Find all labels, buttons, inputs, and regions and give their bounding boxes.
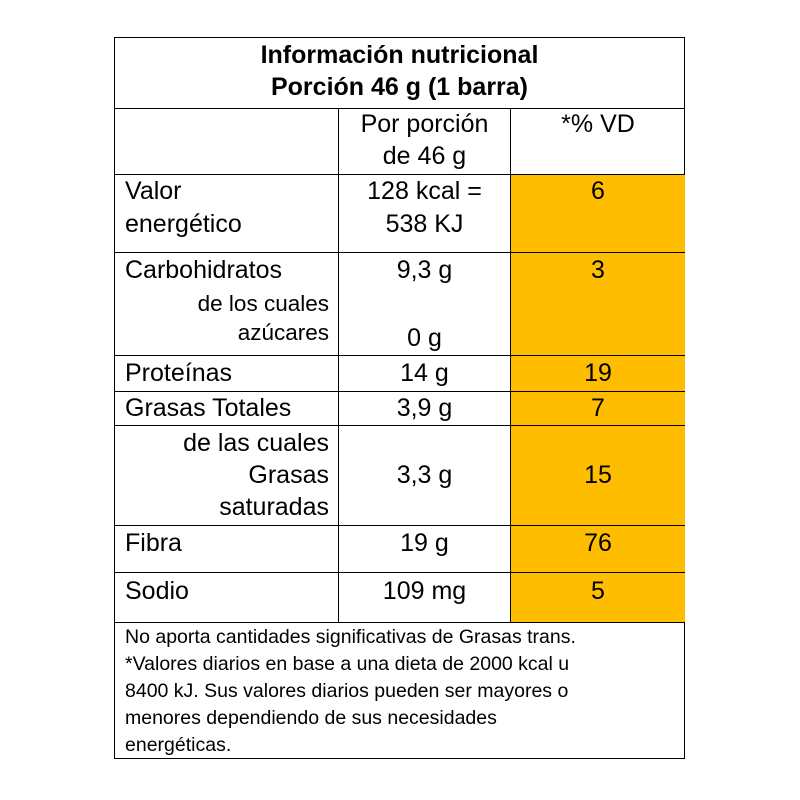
dv-highlight-sodium — [511, 573, 685, 622]
row-label-fiber: Fibra — [125, 529, 182, 557]
column-header-dv: *% VD — [561, 110, 635, 138]
divider — [115, 108, 684, 109]
row-label-protein: Proteínas — [125, 359, 233, 387]
dv-highlight-protein — [511, 356, 685, 391]
footnote-line: energéticas. — [125, 734, 232, 756]
footnote-line: menores dependiendo de sus necesidades — [125, 707, 497, 729]
divider — [115, 355, 684, 356]
column-header-per-serving: de 46 g — [382, 142, 467, 170]
dv-highlight-energy — [511, 175, 685, 252]
row-label-energy: energético — [125, 210, 242, 238]
row-sublabel-sugars: de los cuales — [197, 291, 329, 316]
divider — [115, 622, 684, 623]
divider — [510, 108, 511, 623]
row-label-energy: Valor — [125, 177, 182, 205]
divider — [115, 525, 684, 526]
footnote-line: *Valores diarios en base a una dieta de … — [125, 653, 570, 675]
row-amount-sodium: 109 mg — [382, 577, 467, 605]
divider — [115, 572, 684, 573]
row-amount-protein: 14 g — [400, 359, 449, 387]
row-amount-carbs: 9,3 g — [396, 256, 453, 284]
row-amount-energy: 128 kcal = — [367, 177, 482, 205]
row-dv-saturated-fat: 15 — [584, 461, 612, 489]
divider — [115, 425, 684, 426]
row-amount-sugars: 0 g — [407, 324, 442, 352]
row-amount-energy: 538 KJ — [385, 210, 464, 238]
dv-highlight-fat — [511, 392, 685, 425]
row-amount-total-fat: 3,9 g — [396, 394, 453, 422]
row-label-saturated-fat: de las cuales — [183, 429, 329, 457]
column-header-per-serving: Por porción — [360, 110, 489, 138]
row-sublabel-sugars: azúcares — [237, 320, 329, 345]
row-dv-sodium: 5 — [591, 577, 605, 605]
divider — [338, 108, 339, 623]
divider — [115, 391, 684, 392]
serving-size: Porción 46 g (1 barra) — [270, 73, 529, 101]
dv-highlight-carbs — [511, 253, 685, 355]
row-label-carbs: Carbohidratos — [125, 256, 283, 284]
row-label-sodium: Sodio — [125, 577, 189, 605]
row-label-total-fat: Grasas Totales — [125, 394, 292, 422]
row-label-saturated-fat: Grasas — [248, 461, 329, 489]
row-dv-fiber: 76 — [584, 529, 612, 557]
footnote-line: No aporta cantidades significativas de G… — [125, 626, 576, 648]
label-title: Información nutricional — [260, 41, 539, 69]
dv-highlight-satfat — [511, 426, 685, 525]
row-amount-fiber: 19 g — [400, 529, 449, 557]
divider — [115, 174, 684, 175]
row-amount-saturated-fat: 3,3 g — [396, 461, 453, 489]
dv-highlight-fiber — [511, 526, 685, 572]
nutrition-facts-label: Información nutricional Porción 46 g (1 … — [114, 37, 685, 759]
row-label-saturated-fat: saturadas — [219, 493, 329, 521]
divider — [115, 252, 684, 253]
row-dv-total-fat: 7 — [591, 394, 605, 422]
footnote-line: 8400 kJ. Sus valores diarios pueden ser … — [125, 680, 569, 702]
row-dv-protein: 19 — [584, 359, 612, 387]
row-dv-carbs: 3 — [591, 256, 605, 284]
row-dv-energy: 6 — [591, 177, 605, 205]
